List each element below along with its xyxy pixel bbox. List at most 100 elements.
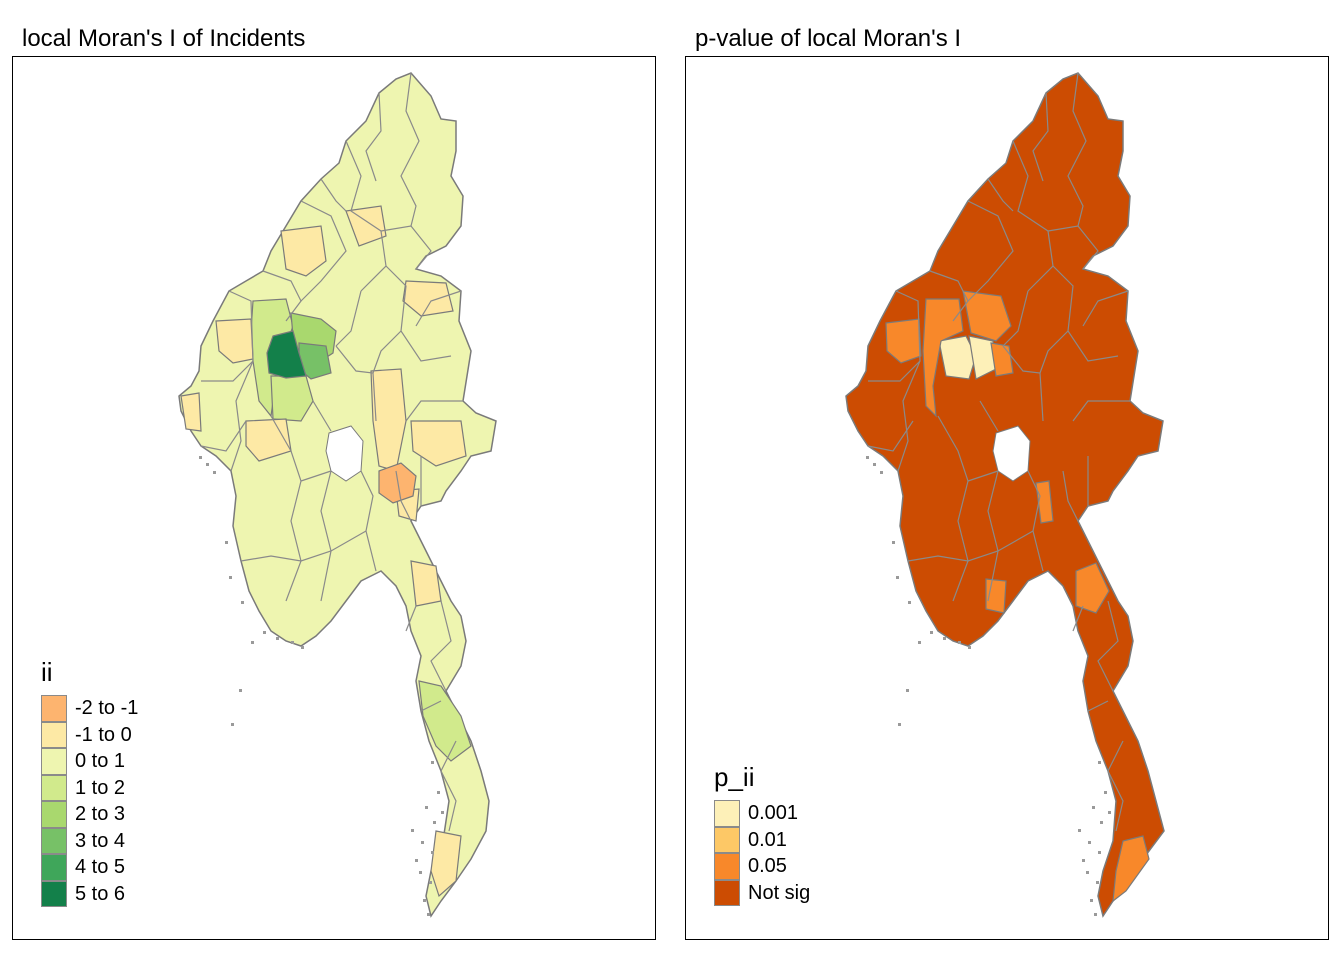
coastal-islands (199, 456, 444, 916)
island (896, 576, 899, 579)
region-ii-minus1-to-0-d (402, 280, 454, 317)
boundary-line (897, 360, 921, 472)
boundary-line (420, 700, 442, 712)
island (906, 689, 909, 692)
left-legend: ii -2 to -1 -1 to 0 0 to 1 1 to 2 2 to 3 3 to… (41, 657, 138, 907)
right-map-frame: p_ii 0.001 0.01 0.05 Not sig (685, 56, 1329, 940)
boundary-line (1002, 345, 1044, 422)
left-legend-label: 3 to 4 (75, 829, 126, 852)
left-legend-label: 5 to 6 (75, 882, 126, 905)
island (431, 761, 434, 764)
boundary-line (1002, 290, 1029, 347)
island (213, 471, 216, 474)
region-p-0.001-a (938, 335, 977, 380)
boundary-line (1087, 700, 1109, 712)
island (231, 723, 234, 726)
island (943, 637, 946, 640)
boundary-line (1072, 400, 1130, 422)
coastal-islands (866, 456, 1111, 916)
island (968, 646, 971, 649)
left-legend-item: 0 to 1 (41, 748, 138, 775)
region-ii-minus1-to-0-b (280, 225, 327, 277)
left-legend-label: -2 to -1 (75, 697, 139, 720)
island (425, 806, 428, 809)
boundary-line (867, 420, 914, 452)
myanmar-country-shape (845, 72, 1165, 918)
right-legend-entries: 0.001 0.01 0.05 Not sig (714, 800, 810, 906)
island (880, 471, 883, 474)
right-map-title: p-value of local Moran's I (695, 25, 962, 52)
island (1090, 899, 1093, 902)
boundary-line (440, 740, 457, 832)
island (892, 541, 895, 544)
boundary-line (345, 140, 387, 292)
island (421, 841, 424, 844)
island (898, 723, 901, 726)
island (411, 829, 414, 832)
boundary-line (395, 470, 412, 522)
right-legend-item: 0.05 (714, 853, 810, 880)
boundary-line (415, 290, 462, 327)
boundary-line (1072, 605, 1084, 632)
township-boundaries (867, 72, 1130, 832)
no-data-region (325, 425, 364, 482)
left-legend-swatch (41, 774, 67, 801)
island (1082, 859, 1085, 862)
right-legend-label: 0.05 (748, 855, 787, 878)
island (199, 456, 202, 459)
left-legend-item: 5 to 6 (41, 880, 138, 907)
island (930, 631, 933, 634)
right-legend-label: Not sig (748, 881, 811, 904)
island (415, 859, 418, 862)
boundary-line (1012, 140, 1054, 292)
boundary-line (372, 330, 402, 374)
island (239, 689, 242, 692)
island (423, 899, 426, 902)
left-legend-swatch (41, 721, 67, 748)
region-p-0.05-e (1035, 480, 1054, 524)
right-legend-item: Not sig (714, 879, 811, 906)
region-ii-minus1-to-0-g (245, 418, 292, 462)
left-legend-swatch (41, 827, 67, 854)
region-ii-minus1-to-0-a (215, 318, 254, 364)
boundary-line (1047, 225, 1099, 270)
boundary-line (907, 530, 1034, 562)
boundary-line (937, 415, 969, 602)
boundary-line (240, 530, 367, 562)
boundary-line (1062, 470, 1079, 522)
right-legend-swatch (714, 853, 740, 880)
left-legend-item: 1 to 2 (41, 774, 138, 801)
island (1094, 913, 1097, 916)
left-legend-item: -1 to 0 (41, 721, 138, 748)
island (866, 456, 869, 459)
boundary-line (1067, 72, 1087, 227)
island (241, 601, 244, 604)
left-map (178, 72, 497, 918)
left-legend-item: -2 to -1 (41, 695, 138, 722)
island (1078, 829, 1081, 832)
left-legend-swatch (41, 880, 67, 907)
right-legend-title: p_ii (714, 762, 755, 792)
boundary-line (430, 600, 452, 692)
region-p-0.05-a (885, 318, 922, 364)
boundary-line (405, 400, 463, 422)
island (1108, 811, 1111, 814)
island (291, 641, 294, 644)
boundary-line (262, 270, 302, 322)
region-ii-5-to-6 (266, 330, 307, 379)
boundary-line (380, 225, 432, 270)
island (263, 631, 266, 634)
island (1100, 821, 1103, 824)
island (918, 641, 921, 644)
island (276, 637, 279, 640)
island (419, 871, 422, 874)
island (1098, 851, 1101, 854)
left-legend-label: 0 to 1 (75, 750, 126, 773)
region-ii-minus1-to-0-j (410, 560, 442, 607)
left-legend-label: 4 to 5 (75, 856, 126, 879)
boundary-line (979, 400, 999, 432)
boundary-line (1107, 740, 1124, 832)
left-legend-swatch (41, 748, 67, 775)
right-legend-label: 0.01 (748, 828, 787, 851)
right-map (845, 72, 1165, 918)
